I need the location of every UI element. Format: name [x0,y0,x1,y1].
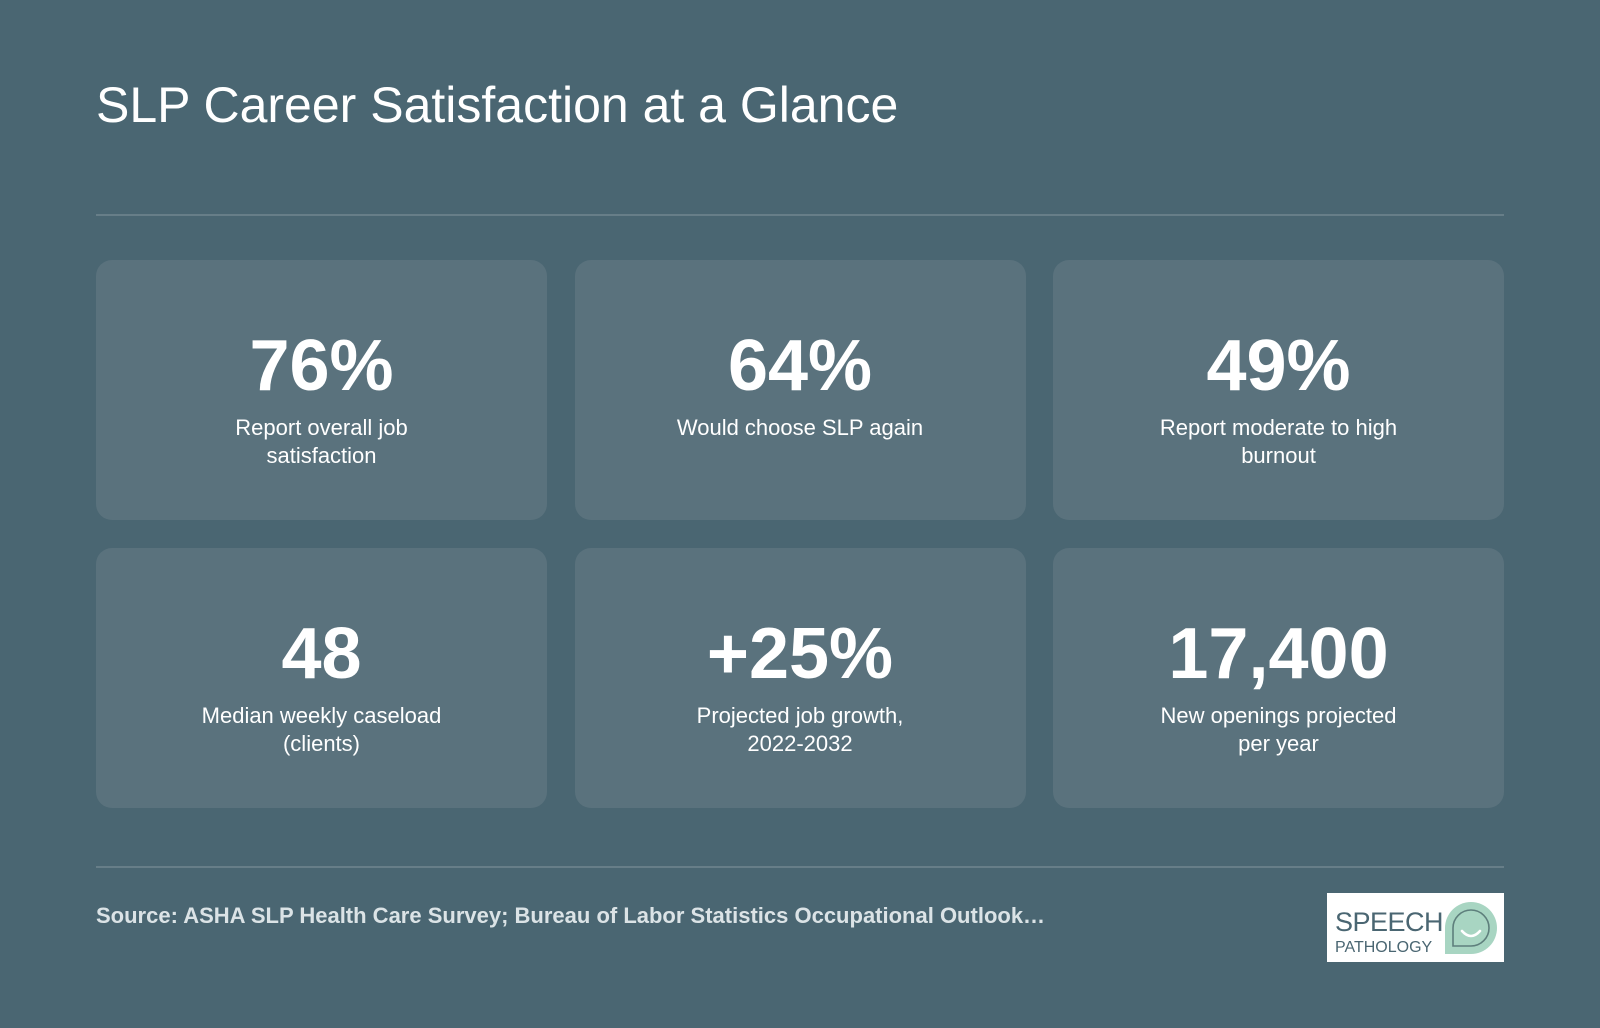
stat-label: Projected job growth, 2022-2032 [696,703,904,756]
stat-value: 76% [249,326,394,406]
stat-card-burnout: 49% Report moderate to high burnout [1053,260,1504,520]
page-title: SLP Career Satisfaction at a Glance [96,77,899,133]
stats-grid: 76% Report overall job satisfaction 64% … [96,260,1504,808]
stat-value: 49% [1206,326,1351,406]
stat-label: Report overall job satisfaction [235,415,408,468]
stat-label: Report moderate to high burnout [1159,415,1398,468]
top-divider [96,214,1504,216]
stat-value: 64% [727,326,873,406]
stat-value: +25% [706,614,894,694]
stat-card-job-satisfaction: 76% Report overall job satisfaction [96,260,547,520]
source-note: Source: ASHA SLP Health Care Survey; Bur… [96,903,1046,928]
speech-bubble-smile-icon [1445,902,1497,954]
stat-card-caseload: 48 Median weekly caseload (clients) [96,548,547,808]
stat-label: Median weekly caseload (clients) [201,703,442,756]
stat-label: New openings projected per year [1160,703,1397,756]
logo-line-2: PATHOLOGY [1335,939,1433,956]
bottom-divider [96,866,1504,868]
speech-pathology-logo: SPEECH PATHOLOGY [1327,893,1504,962]
stat-value: 48 [281,614,362,694]
stat-card-openings: 17,400 New openings projected per year [1053,548,1504,808]
stat-card-choose-again: 64% Would choose SLP again [574,260,1026,520]
stat-label: Would choose SLP again [676,415,924,440]
stat-value: 17,400 [1168,614,1389,694]
logo-line-1: SPEECH [1335,907,1444,937]
stat-card-job-growth: +25% Projected job growth, 2022-2032 [574,548,1026,808]
